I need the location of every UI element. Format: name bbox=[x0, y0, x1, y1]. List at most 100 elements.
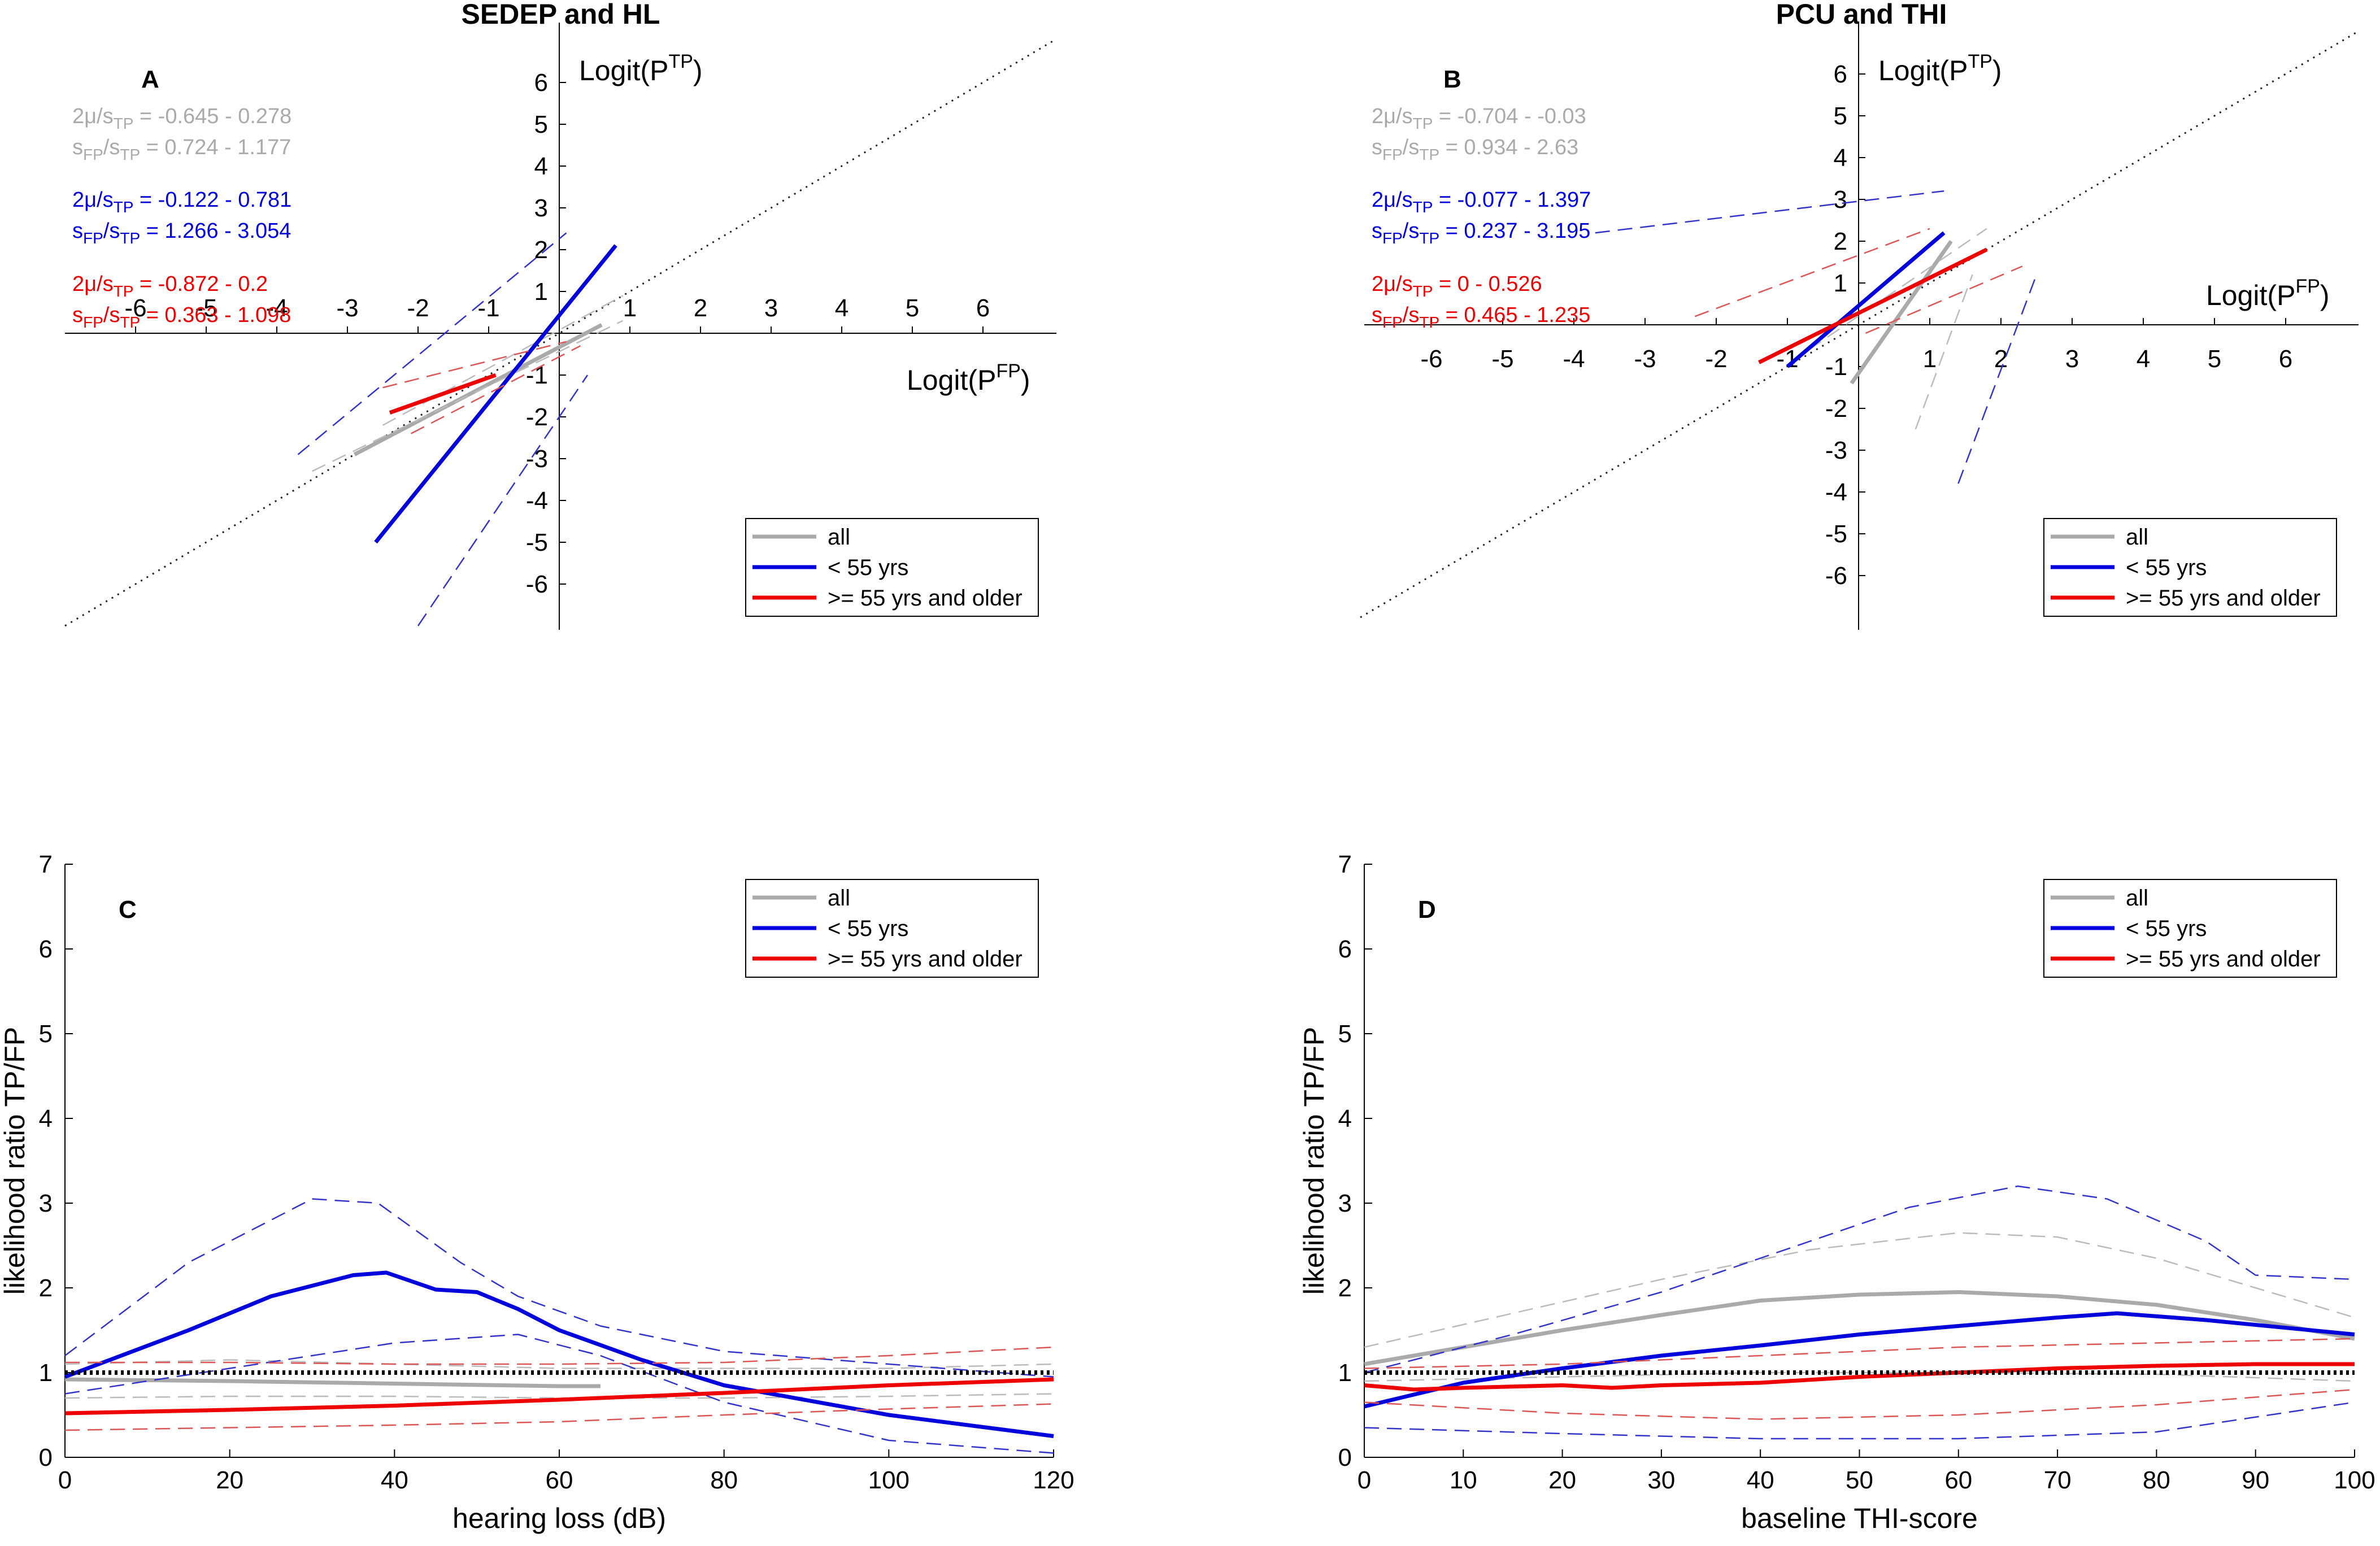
panel-c-series--55-yrs-and-older-6 bbox=[64, 1377, 1054, 1416]
panel-a-xtick-label--5: -5 bbox=[195, 294, 217, 322]
panel-a-ylabel: Logit(PTP) bbox=[579, 51, 703, 86]
panel-b-xtick-label-6: 6 bbox=[2279, 345, 2292, 373]
panel-c-xtick-label-80: 80 bbox=[710, 1466, 738, 1494]
panel-c-letter: C bbox=[119, 896, 137, 924]
panel-a-annotation-1-line1: 2μ/sTP = -0.122 - 0.781 bbox=[72, 188, 291, 216]
panel-d-xtick-label-0: 0 bbox=[1357, 1466, 1371, 1494]
panel-b-legend-label-1: < 55 yrs bbox=[2126, 555, 2207, 580]
panel-a-annotation-1-l1sub: TP bbox=[114, 198, 134, 216]
panel-b-ytick-label-2: 2 bbox=[1834, 228, 1847, 255]
panel-a-xtick-label--3: -3 bbox=[336, 294, 358, 322]
panel-a-annotation-2: 2μ/sTP = -0.872 - 0.2 sFP/sTP = 0.363 - 1… bbox=[72, 272, 291, 331]
panel-a-annotation-0-l1a: 2μ/s bbox=[72, 104, 114, 128]
panel-b-letter: B bbox=[1443, 66, 1461, 93]
panel-d-legend-label-2: >= 55 yrs and older bbox=[2126, 947, 2321, 972]
panel-d-series--55-yrs-and-older-6 bbox=[1364, 1362, 2355, 1392]
panel-b-ytick-label--5: -5 bbox=[1825, 520, 1847, 548]
panel-b-xtick-label-5: 5 bbox=[2208, 345, 2221, 373]
panel-a-annotation-1-l2a: s bbox=[72, 219, 83, 243]
panel-a-ytick-label--4: -4 bbox=[526, 487, 548, 515]
panel-c-series--55-yrs-ci-high-8 bbox=[65, 1346, 1054, 1365]
panel-b-annotation-1-l2sub: FP bbox=[1382, 229, 1403, 247]
panel-b-xtick-label--3: -3 bbox=[1634, 345, 1656, 373]
panel-d-xtick-label-10: 10 bbox=[1450, 1466, 1477, 1494]
panel-d-xlabel: baseline THI-score bbox=[1741, 1503, 1978, 1534]
panel-b-series--55-yrs-ci-high-5 bbox=[1595, 190, 1944, 234]
panel-d-ytick-label-6: 6 bbox=[1338, 935, 1352, 963]
panel-c-ytick-label-3: 3 bbox=[39, 1190, 53, 1217]
panel-a-series--55-yrs-ci-low-4 bbox=[417, 374, 589, 626]
panel-d-series-all-ci-high-2 bbox=[1364, 1232, 2355, 1348]
panel-b-ylabel: Logit(PTP) bbox=[1878, 51, 2002, 86]
panel-b-ylabel-end: ) bbox=[1992, 55, 2002, 86]
panel-b-xtick-label-3: 3 bbox=[2065, 345, 2079, 373]
panel-a-xlabel-end: ) bbox=[1021, 364, 1030, 396]
panel-d-series-all-ci-low-1 bbox=[1364, 1371, 2355, 1382]
panel-a-series--55-yrs-ci-high-5 bbox=[297, 232, 567, 455]
panel-a-ytick-label--1: -1 bbox=[526, 362, 548, 389]
panel-a-xtick-label-6: 6 bbox=[976, 294, 990, 322]
panel-b-legend: all < 55 yrs >= 55 yrs and older bbox=[2043, 518, 2337, 617]
panel-a-xtick-label--4: -4 bbox=[266, 294, 288, 322]
panel-b-ytick-label--4: -4 bbox=[1825, 478, 1847, 506]
panel-b-ylabel-sup: TP bbox=[1968, 51, 1992, 72]
panel-c-xtick-label-20: 20 bbox=[216, 1466, 243, 1494]
panel-b-xtick-label-4: 4 bbox=[2137, 345, 2150, 373]
panel-b-xtick-label--2: -2 bbox=[1705, 345, 1727, 373]
panel-a-xtick-label--1: -1 bbox=[477, 294, 499, 322]
panel-a-annotation-0-l2mid: /s bbox=[103, 136, 120, 159]
panel-c-ytick-label-2: 2 bbox=[39, 1274, 53, 1302]
panel-b-annotation-2-line2: sFP/sTP = 0.465 - 1.235 bbox=[1372, 303, 1590, 331]
panel-b-series-all-ci-low-1 bbox=[1915, 274, 1973, 430]
panel-b-series--55-yrs-ci-high-8 bbox=[1694, 228, 1930, 317]
panel-b-annotation-1-l1a: 2μ/s bbox=[1372, 188, 1413, 212]
panel-b-ytick-label--3: -3 bbox=[1825, 437, 1847, 464]
panel-c-series--55-yrs-3 bbox=[64, 1270, 1054, 1438]
panel-c-series--55-yrs-ci-high-5 bbox=[64, 1198, 1054, 1378]
panel-a-ylabel-main: Logit(P bbox=[579, 55, 668, 86]
panel-a-annotation-0-line2: sFP/sTP = 0.724 - 1.177 bbox=[72, 136, 291, 163]
panel-a-annotation-0-l2sub: FP bbox=[83, 146, 103, 163]
panel-b-annotation-2-l2mid: /s bbox=[1403, 303, 1420, 327]
panel-b-ylabel-main: Logit(P bbox=[1878, 55, 1968, 86]
panel-b-xlabel-main: Logit(P bbox=[2206, 280, 2295, 311]
panel-b-annotation-2-l2val: = 0.465 - 1.235 bbox=[1439, 303, 1590, 327]
panel-b-annotation-2-line1: 2μ/sTP = 0 - 0.526 bbox=[1372, 272, 1542, 300]
panel-a-legend-label-2: >= 55 yrs and older bbox=[828, 586, 1023, 611]
panel-a-annotation-2-line2: sFP/sTP = 0.363 - 1.098 bbox=[72, 303, 291, 331]
panel-b-title: PCU and THI bbox=[1776, 0, 1947, 30]
panel-b-annotation-0-l1val: = -0.704 - -0.03 bbox=[1433, 104, 1586, 128]
panel-d-letter: D bbox=[1418, 896, 1436, 924]
panel-b-series-all-0 bbox=[1850, 239, 1953, 385]
panel-c-legend-label-1: < 55 yrs bbox=[828, 916, 908, 941]
panel-b-annotation-0-l2a: s bbox=[1372, 136, 1382, 159]
panel-b-ytick-label-4: 4 bbox=[1834, 144, 1847, 172]
panel-d-ytick-label-0: 0 bbox=[1338, 1444, 1352, 1471]
panel-b-xlabel: Logit(PFP) bbox=[2206, 276, 2330, 311]
panel-b-annotation-1-l2val: = 0.237 - 3.195 bbox=[1439, 219, 1590, 243]
panel-b-annotation-1-l2sub2: TP bbox=[1419, 229, 1439, 247]
panel-c-ytick-label-6: 6 bbox=[39, 935, 53, 963]
panel-a-annotation-0-l2sub2: TP bbox=[120, 146, 140, 163]
panel-d-series--55-yrs-ci-low-7 bbox=[1364, 1388, 2355, 1420]
panel-b-annotation-2-l1sub: TP bbox=[1413, 282, 1433, 300]
panel-c-ytick-label-7: 7 bbox=[39, 851, 53, 878]
panel-d-xtick-label-20: 20 bbox=[1548, 1466, 1576, 1494]
panel-d-series--55-yrs-ci-high-5 bbox=[1364, 1185, 2355, 1374]
panel-d-ytick-label-3: 3 bbox=[1338, 1190, 1352, 1217]
panel-b-annotation-0-l2mid: /s bbox=[1403, 136, 1420, 159]
panel-a-annotation-2-l1sub: TP bbox=[114, 282, 134, 300]
panel-a-annotation-0-l1sub: TP bbox=[114, 115, 134, 132]
panel-a-xlabel-main: Logit(P bbox=[907, 364, 996, 396]
panel-a-series--55-yrs-ci-low-7 bbox=[410, 345, 581, 434]
panel-b-ytick-label-1: 1 bbox=[1834, 269, 1847, 297]
panel-c-ytick-label-1: 1 bbox=[39, 1359, 53, 1387]
panel-b-annotation-2-l1a: 2μ/s bbox=[1372, 272, 1413, 296]
panel-a-annotation-2-line1: 2μ/sTP = -0.872 - 0.2 bbox=[72, 272, 268, 300]
panel-a-xtick-label-1: 1 bbox=[623, 294, 637, 322]
panel-c-ytick-label-0: 0 bbox=[39, 1444, 53, 1471]
panel-d-xtick-label-60: 60 bbox=[1944, 1466, 1972, 1494]
panel-a-series-all-0 bbox=[353, 323, 603, 456]
panel-b-ytick-label-3: 3 bbox=[1834, 186, 1847, 214]
